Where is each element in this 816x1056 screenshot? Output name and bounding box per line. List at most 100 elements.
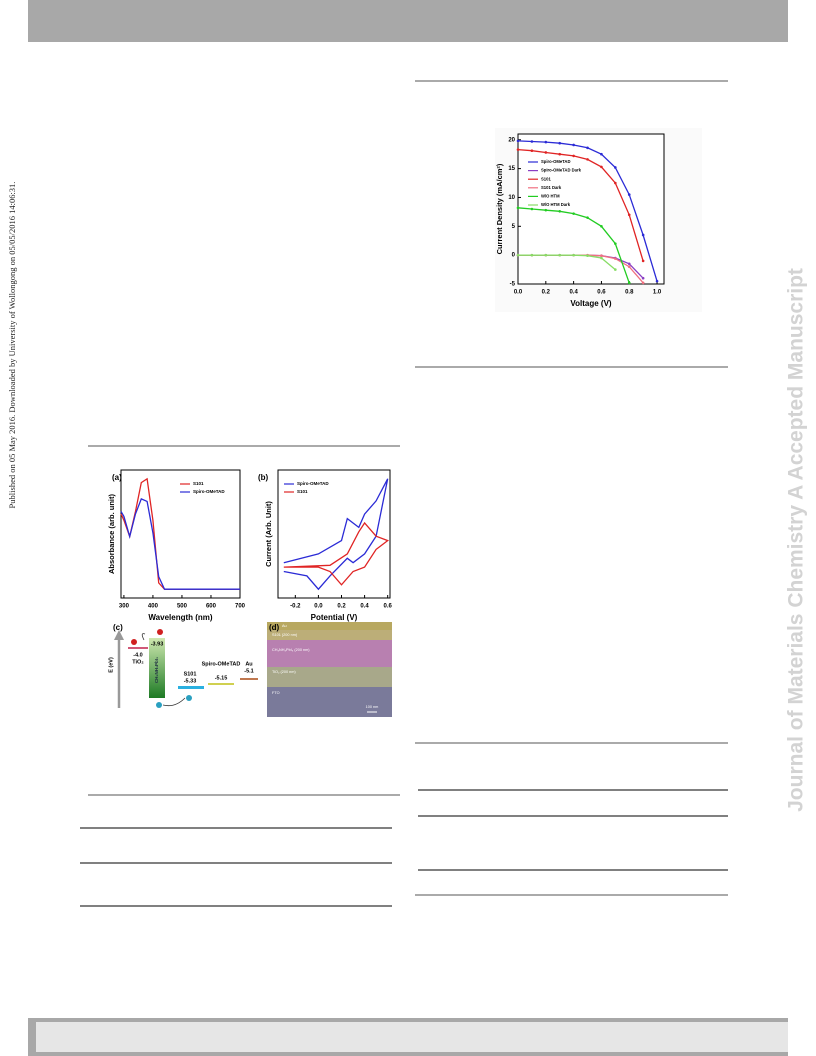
data-point [600,152,603,156]
x-tick-label: 0.0 [514,290,523,296]
data-point [558,152,562,156]
legend-label: S101 Dark [541,185,562,190]
data-point [558,141,562,145]
level-name: S101 [184,671,197,677]
level-bar [178,686,204,689]
data-point [572,212,575,215]
data-point [516,206,520,210]
level-value: -5.15 [215,675,228,681]
x-tick-label: -0.2 [290,604,301,610]
data-point [572,143,575,147]
y-tick-label: -5 [510,282,516,288]
y-axis-label: Current Density (mA/cm²) [495,163,504,254]
data-point [600,254,603,258]
x-tick-label: 0.6 [384,604,393,610]
side-note: Published on 05 May 2016. Downloaded by … [7,182,17,509]
data-point [586,254,589,258]
electron [157,629,163,635]
layer-label: FTO [272,691,280,695]
series-line [120,498,240,590]
data-point [655,279,659,283]
electron [131,639,137,645]
legend-label: S101 [541,176,551,181]
x-axis-label: Wavelength (nm) [148,613,212,622]
scale-label: 100 nm [366,705,379,709]
level-value: -5.1 [244,668,253,674]
x-tick-label: 0.2 [542,290,551,296]
data-point [530,253,534,257]
transfer-arrow [162,697,186,707]
data-point [641,259,645,263]
data-point [614,166,617,169]
hole [186,695,192,701]
x-tick-label: 700 [235,604,246,610]
data-point [600,165,603,169]
data-point [627,213,631,217]
legend-label: Spiro-OMeTAD [297,481,329,486]
y-axis-label: Current (Arb. Unit) [264,501,273,567]
panel-label: (b) [258,473,269,482]
x-tick-label: 500 [177,604,188,610]
data-point [641,276,645,280]
data-point [627,265,631,268]
data-point [627,281,631,285]
plot-frame [277,469,391,599]
panel-label: (d) [269,623,280,632]
y-tick-label: 20 [508,137,515,143]
level-name: CH₃NH₃PbI₃ [154,657,159,683]
data-point [516,148,520,151]
x-tick-label: 0.2 [337,604,346,610]
data-point [530,207,534,211]
sem-layer [267,630,392,640]
plot-frame [517,133,665,285]
panel-label: (a) [112,473,122,482]
axis-label: E (eV) [108,657,114,673]
x-tick-label: 1.0 [653,290,662,296]
data-point [572,253,575,257]
data-point [614,257,617,260]
level-value: -5.33 [184,678,197,684]
data-point [572,154,575,158]
data-point [586,146,589,150]
legend-label: W/O HTM [541,194,560,199]
hole [156,702,162,708]
footer-box [36,1022,788,1052]
data-point [544,208,548,212]
data-point [516,139,520,143]
layer-label: CH₃NH₃PbI₃ (200 nm) [272,648,310,652]
x-tick-label: 0.4 [360,604,369,610]
x-tick-label: 0.6 [597,290,606,296]
layer-label: Au [282,624,287,628]
data-point [600,256,603,260]
data-point [558,210,562,213]
panel-label: (c) [113,623,123,632]
level-bar [240,678,258,680]
data-point [600,225,603,228]
sem-image: (d) Au S101 (200 nm) CH₃NH₃PbI₃ (200 nm)… [267,622,392,717]
legend-label: Spiro-OMeTAD [193,489,225,494]
level-name: Au [245,661,252,667]
plot-frame [120,469,241,599]
data-point [586,216,589,219]
data-point [641,233,645,237]
data-point [544,151,548,154]
series-line [283,521,390,586]
data-point [544,253,548,257]
x-tick-label: 400 [148,604,159,610]
data-point [614,181,617,185]
layer-label: S101 (200 nm) [272,633,298,637]
x-tick-label: 0.8 [625,290,634,296]
transfer-arrow [141,633,146,641]
legend-label: S101 [193,481,204,486]
data-point [614,242,617,245]
x-tick-label: 300 [119,604,130,610]
level-name: TiO₂ [132,659,144,665]
layer-label: TiO₂ (200 nm) [272,670,296,674]
sem-layer [267,622,392,630]
x-tick-label: 600 [206,604,217,610]
sem-layer [267,640,392,667]
y-tick-label: 0 [512,253,516,259]
data-point [516,253,520,257]
